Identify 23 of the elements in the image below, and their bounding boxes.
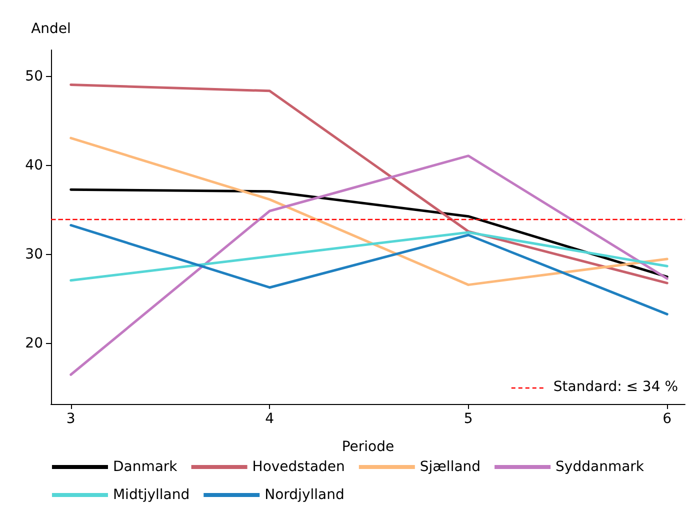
y-axis-title: Andel	[31, 21, 71, 37]
line-series	[70, 83, 668, 284]
legend-label: Standard: ≤ 34 %	[553, 379, 678, 395]
legend-label: Midtjylland	[112, 487, 190, 503]
legend-label: Danmark	[112, 459, 178, 475]
x-tick-label: 3	[66, 411, 76, 427]
y-tick-label: 40	[25, 158, 43, 174]
x-tick-label: 6	[662, 411, 672, 427]
legend-label: Nordjylland	[264, 487, 344, 503]
x-tick-label: 4	[265, 411, 274, 427]
legend-label: Sjælland	[420, 459, 481, 475]
line-series	[70, 154, 668, 376]
line-series	[70, 136, 668, 286]
x-tick-label: 5	[464, 411, 473, 427]
legend-label: Syddanmark	[556, 459, 645, 475]
legend-label: Hovedstaden	[252, 459, 345, 475]
line-series	[70, 224, 668, 316]
y-tick-label: 20	[25, 336, 43, 352]
x-axis-title: Periode	[342, 439, 394, 455]
y-tick-label: 30	[25, 246, 43, 263]
y-tick-label: 50	[25, 68, 43, 85]
line-series	[70, 188, 668, 278]
line-series	[70, 231, 668, 282]
